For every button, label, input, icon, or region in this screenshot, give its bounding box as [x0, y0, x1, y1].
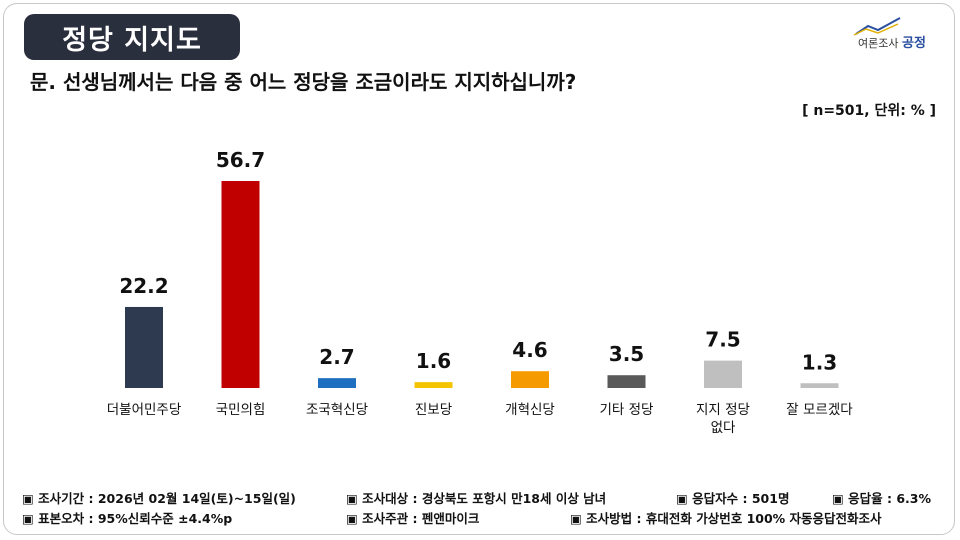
- footer-target: ▣ 조사대상 : 경상북도 포항시 만18세 이상 남녀: [346, 491, 607, 506]
- footer-organizer: ▣ 조사주관 : 펜앤마이크: [346, 511, 480, 526]
- footer-method: ▣ 조사방법 : 휴대전화 가상번호 100% 자동응답전화조사: [570, 511, 882, 526]
- value-label-7: 1.3: [802, 350, 837, 374]
- bar-6: [704, 360, 742, 388]
- category-label-6-line1: 없다: [711, 420, 736, 436]
- bar-2: [318, 378, 356, 388]
- category-label-1: 국민의힘: [216, 402, 266, 418]
- category-label-2: 조국혁신당: [306, 402, 368, 418]
- value-label-6: 7.5: [705, 328, 740, 352]
- footer-period: ▣ 조사기간 : 2026년 02월 14일(토)~15일(일): [22, 491, 296, 506]
- sample-unit-note: [ n=501, 단위: % ]: [802, 103, 936, 119]
- bar-7: [800, 383, 839, 388]
- bar-0: [125, 306, 163, 388]
- slide-frame: [3, 3, 955, 535]
- page-title: 정당 지지도: [24, 14, 240, 60]
- footer-response-rate: ▣ 응답율 : 6.3%: [832, 491, 932, 506]
- value-label-0: 22.2: [119, 274, 168, 298]
- category-label-7: 잘 모르겠다: [786, 402, 853, 418]
- value-label-2: 2.7: [319, 345, 354, 369]
- bar-1: [221, 181, 260, 388]
- logo-small-text: 여론조사: [858, 37, 899, 50]
- value-label-1: 56.7: [216, 148, 265, 172]
- value-label-3: 1.6: [416, 349, 451, 373]
- category-label-4: 개혁신당: [505, 402, 555, 418]
- value-label-4: 4.6: [512, 338, 547, 362]
- footer-error-margin: ▣ 표본오차 : 95%신뢰수준 ±4.4%p: [22, 511, 233, 526]
- logo-text: 여론조사 공정: [858, 32, 926, 51]
- party-support-bar-chart: 22.2 더불어민주당 56.7 국민의힘 2.7 조국혁신당 1.6 진보당 4.6 개혁신당 3…: [107, 148, 854, 436]
- logo-chart-icon: [853, 17, 901, 36]
- category-label-6: 지지 정당: [696, 402, 750, 418]
- footer-respondents: ▣ 응답자수 : 501명: [676, 491, 790, 506]
- category-label-5: 기타 정당: [600, 402, 654, 418]
- category-label-3: 진보당: [415, 402, 452, 418]
- logo-brand-text: 공정: [901, 36, 926, 51]
- bar-5: [607, 375, 646, 388]
- bar-4: [511, 371, 549, 388]
- value-label-5: 3.5: [609, 342, 644, 366]
- survey-question: 문. 선생님께서는 다음 중 어느 정당을 조금이라도 지지하십니까?: [30, 70, 577, 94]
- bar-3: [414, 382, 453, 388]
- logo: 여론조사 공정: [848, 16, 938, 51]
- category-label-0: 더불어민주당: [107, 402, 182, 418]
